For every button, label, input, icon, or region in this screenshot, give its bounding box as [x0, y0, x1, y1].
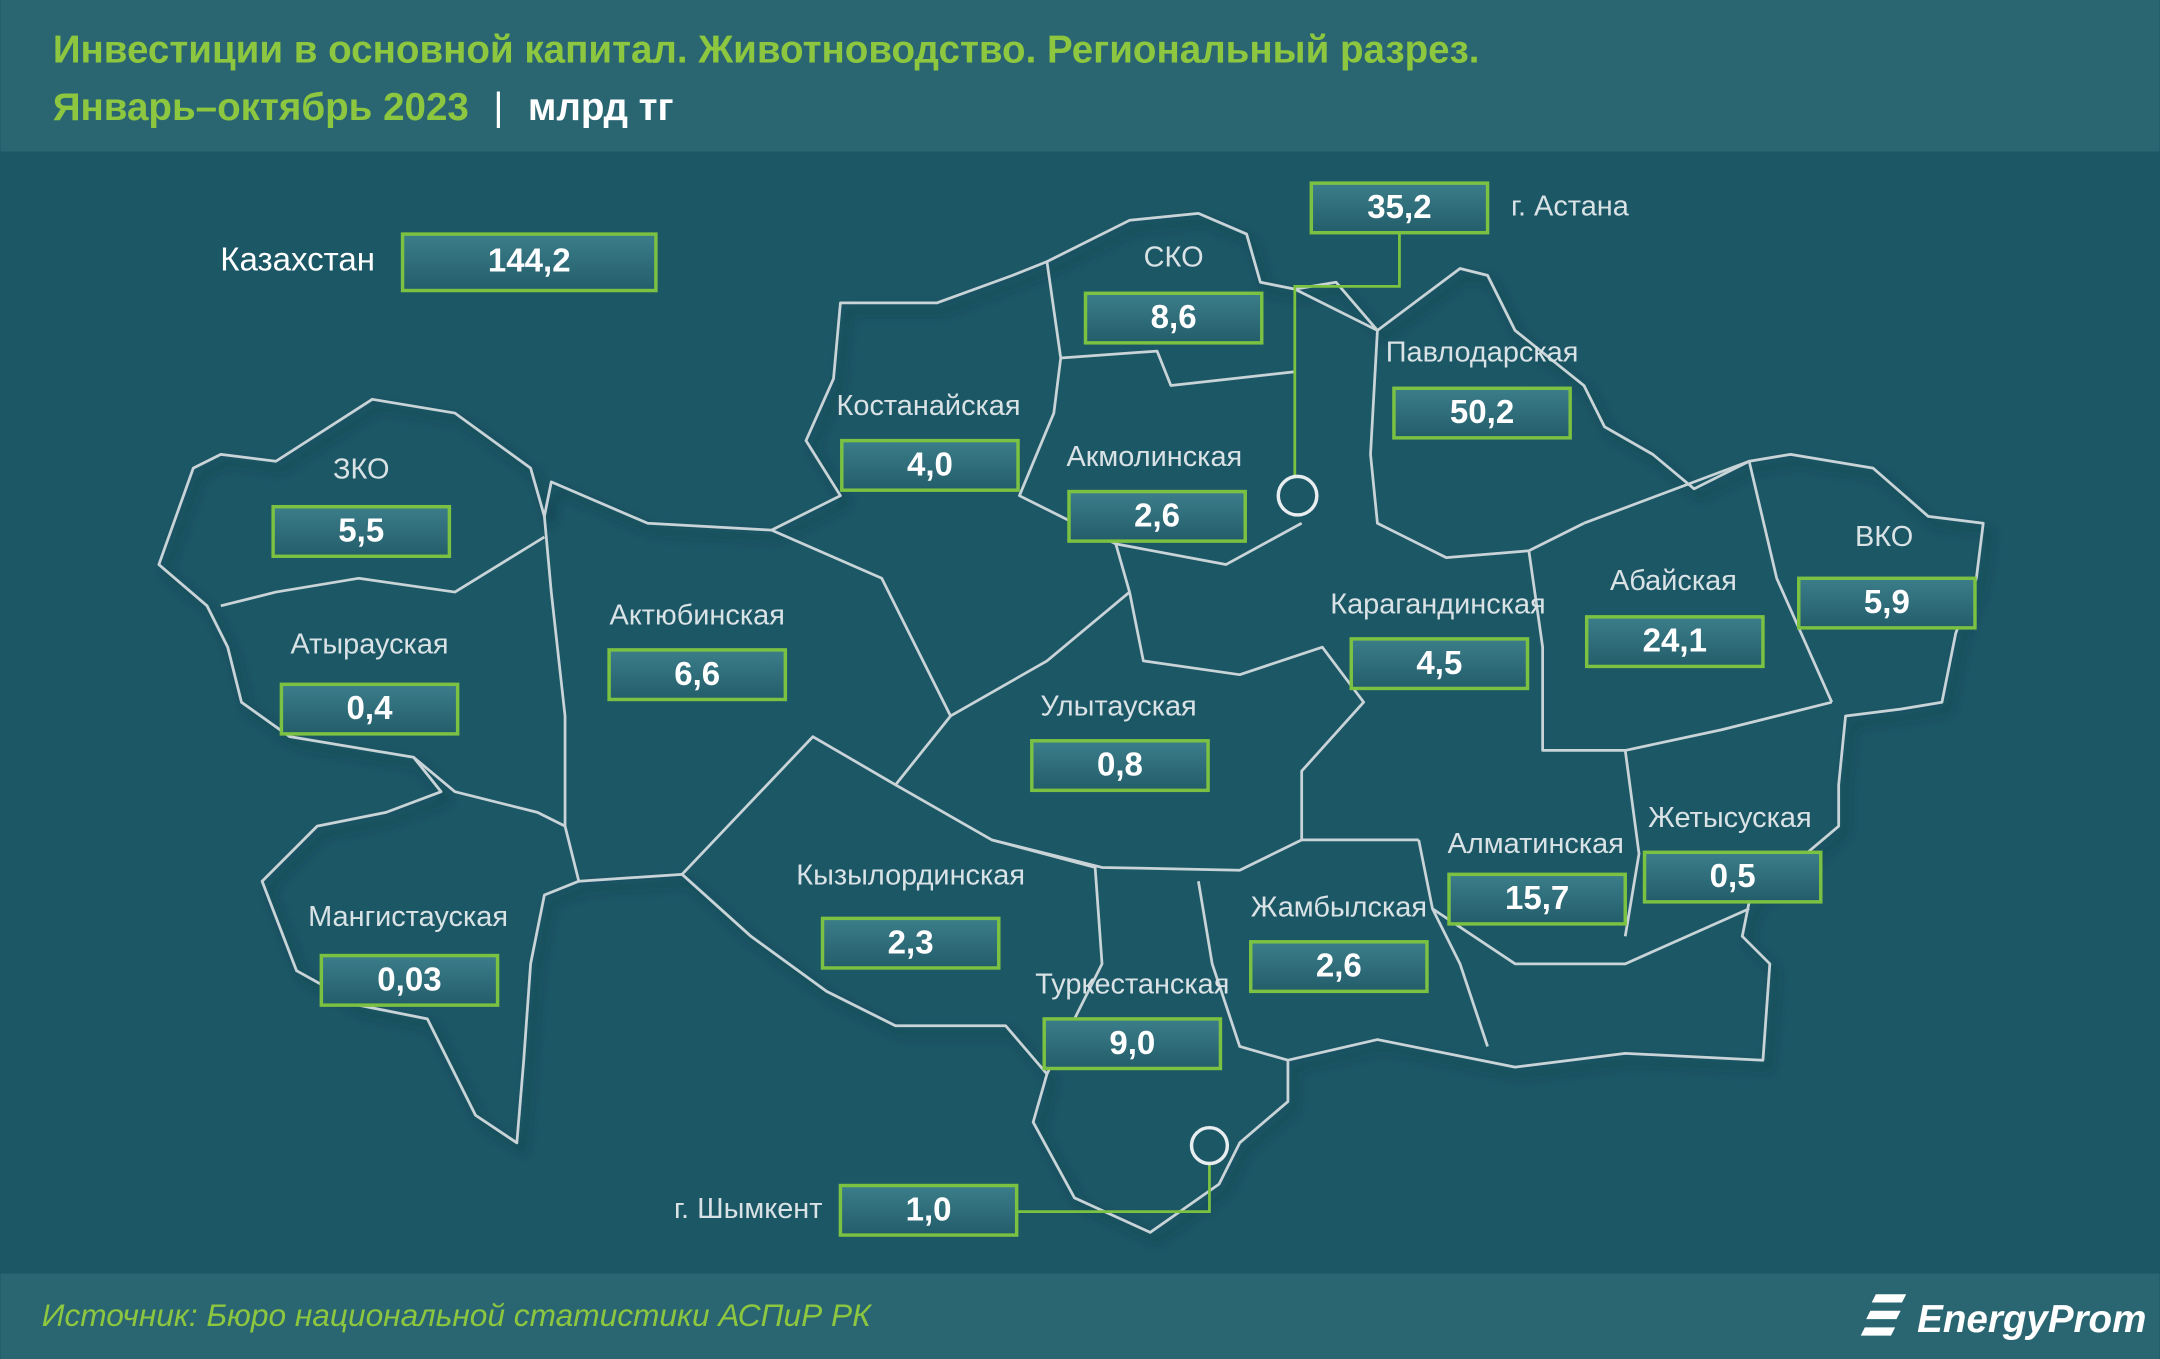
region-value: 24,1 — [1643, 623, 1707, 660]
region-name: Жамбылская — [1251, 891, 1427, 923]
region-value: 8,6 — [1151, 299, 1197, 336]
region-name: Акмолинская — [1067, 441, 1243, 473]
value-box — [319, 953, 500, 1007]
footer-band — [0, 1273, 2160, 1359]
title: Инвестиции в основной капитал. Животново… — [53, 29, 1480, 72]
region-value: 2,3 — [888, 924, 934, 961]
region-value: 50,2 — [1450, 394, 1514, 431]
region-name: Туркестанская — [1035, 969, 1229, 1001]
region-name: г. Астана — [1511, 191, 1630, 223]
value-box — [1030, 739, 1210, 793]
region-value: 4,5 — [1416, 645, 1462, 682]
value-box — [607, 648, 788, 702]
region-value: 0,4 — [347, 690, 394, 727]
value-box — [1642, 850, 1823, 904]
region-value: 1,0 — [906, 1191, 952, 1228]
region-value: 0,03 — [377, 961, 441, 998]
value-box — [279, 682, 460, 736]
connectors — [1016, 232, 1401, 1214]
region-value: 35,2 — [1367, 189, 1431, 226]
value-box — [1083, 291, 1264, 345]
value-box — [1067, 489, 1247, 543]
region-name: ВКО — [1855, 521, 1913, 553]
region-name: Костанайская — [837, 390, 1021, 422]
shymkent-connector — [1016, 1163, 1211, 1214]
region-name: г. Шымкент — [674, 1193, 822, 1225]
subtitle: Январь–октябрь 2023 | млрд тг — [53, 86, 674, 129]
country-outline — [157, 212, 1985, 1234]
value-box — [820, 916, 1001, 970]
value-box — [1447, 872, 1627, 926]
value-box — [1309, 181, 1490, 235]
region-value: 4,0 — [907, 447, 953, 484]
region-name: Атырауская — [290, 628, 448, 660]
value-box — [1797, 576, 1977, 630]
region-name: Кызылординская — [796, 860, 1025, 892]
total-box — [400, 232, 658, 293]
value-box — [1349, 637, 1530, 691]
region-name: ЗКО — [333, 454, 389, 486]
region-value: 5,9 — [1864, 584, 1910, 621]
region-name: СКО — [1144, 241, 1204, 273]
region-name: Алматинская — [1448, 828, 1624, 860]
region-value: 5,5 — [338, 513, 384, 550]
header-band — [0, 0, 2160, 152]
value-box — [838, 1183, 1019, 1237]
region-name: Актюбинская — [610, 599, 785, 631]
labels: Казахстан 144,2 г. Астана 35,2 СКО 8,6 Павло… — [220, 181, 1977, 1237]
logo-text: EnergyProm — [1917, 1298, 2146, 1341]
value-box — [1249, 940, 1429, 994]
region-name: Жетысуская — [1648, 802, 1812, 834]
astana-marker — [1276, 474, 1319, 517]
total-name: Казахстан — [220, 241, 375, 278]
region-name: Улытауская — [1040, 690, 1196, 722]
astana-connector — [1293, 232, 1401, 477]
region-name: Мангистауская — [308, 901, 508, 933]
region-name: Павлодарская — [1386, 337, 1579, 369]
region-value: 9,0 — [1109, 1025, 1155, 1062]
value-box — [1584, 615, 1765, 669]
value-box — [271, 504, 452, 558]
source: Источник: Бюро национальной статистики А… — [42, 1297, 873, 1333]
region-value: 6,6 — [674, 656, 720, 693]
period: Январь–октябрь 2023 — [53, 86, 469, 129]
region-value: 2,6 — [1134, 497, 1180, 534]
region-value: 15,7 — [1505, 880, 1569, 917]
region-name: Абайская — [1610, 565, 1737, 597]
region-value: 0,8 — [1097, 747, 1143, 784]
region-value: 0,5 — [1710, 858, 1756, 895]
total-value: 144,2 — [488, 243, 571, 280]
value-box — [1042, 1017, 1223, 1071]
value-box — [840, 438, 1020, 492]
value-box — [1392, 386, 1572, 440]
separator: | — [493, 86, 503, 129]
region-value: 2,6 — [1316, 948, 1362, 985]
region-name: Карагандинская — [1330, 588, 1545, 620]
unit: млрд тг — [528, 86, 674, 129]
logo: EnergyProm — [1860, 1294, 2146, 1341]
shymkent-marker — [1189, 1125, 1230, 1166]
